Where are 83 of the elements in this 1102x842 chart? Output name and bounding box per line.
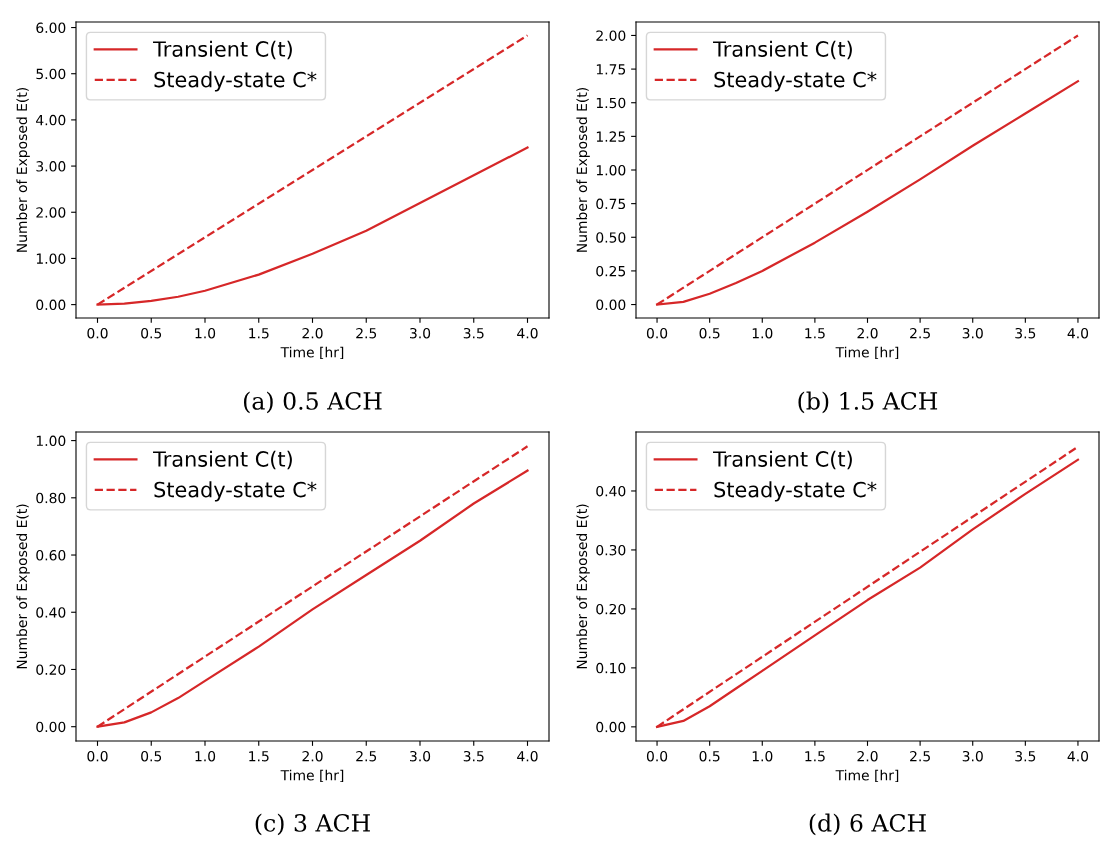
y-axis-title: Number of Exposed E(t): [16, 88, 30, 252]
x-tick-label: 1.5: [805, 751, 825, 762]
x-tick-label: 3.0: [962, 750, 983, 762]
y-tick-label: 2.00: [36, 207, 66, 218]
text: (d) 6 ACH: [809, 813, 926, 836]
legend-label: Transient C(t): [153, 40, 292, 60]
y-tick-label: 0.60: [36, 550, 66, 561]
x-tick-label: 2.5: [910, 327, 930, 339]
y-tick-label: 1.00: [36, 435, 66, 447]
x-tick-label: 4.0: [517, 327, 538, 339]
y-tick-label: 0.20: [36, 664, 66, 675]
legend-label: Steady-state C*: [154, 481, 317, 502]
legend-label: Steady-state C*: [714, 71, 877, 92]
x-tick-label: 0.5: [699, 327, 720, 339]
y-tick-label: 0.00: [596, 721, 626, 733]
x-tick-label: 1.5: [249, 751, 269, 762]
legend-label: Transient C(t): [713, 40, 852, 60]
text: (a) 0.5 ACH: [243, 391, 382, 414]
text: (c) 3 ACH: [255, 813, 370, 836]
legend-label: Steady-state C*: [154, 71, 317, 92]
y-tick-label: 1.25: [596, 131, 626, 142]
y-tick-label: 0.00: [596, 299, 626, 311]
y-axis-title: Number of Exposed E(t): [576, 88, 590, 252]
y-tick-label: 1.00: [596, 164, 626, 176]
x-tick-label: 1.0: [195, 750, 216, 762]
x-tick-label: 2.5: [356, 327, 377, 339]
y-axis-title: Number of Exposed E(t): [576, 504, 590, 669]
x-tick-label: 4.0: [1067, 327, 1089, 339]
x-tick-label: 1.5: [249, 328, 269, 339]
x-tick-label: 1.0: [195, 327, 216, 339]
x-tick-label: 0.0: [646, 327, 668, 339]
y-tick-label: 4.00: [36, 114, 66, 126]
x-axis-title: Time [hr]: [835, 769, 899, 783]
x-tick-label: 2.0: [302, 750, 323, 762]
y-axis-title: Number of Exposed E(t): [16, 504, 30, 669]
y-tick-label: 1.50: [596, 97, 626, 109]
y-tick-label: 0.00: [36, 299, 66, 311]
x-tick-label: 3.5: [463, 327, 484, 339]
x-tick-label: 1.0: [752, 750, 773, 762]
x-tick-label: 3.5: [1015, 327, 1036, 339]
x-tick-label: 1.0: [752, 327, 773, 339]
x-axis-title: Time [hr]: [280, 346, 344, 360]
x-tick-label: 3.5: [1015, 750, 1036, 762]
x-tick-label: 0.0: [646, 750, 668, 762]
text: (b) 1.5 ACH: [798, 391, 938, 414]
y-tick-label: 0.80: [36, 492, 66, 504]
x-tick-label: 2.0: [302, 327, 323, 339]
x-tick-label: 0.0: [87, 750, 108, 762]
y-tick-label: 0.20: [596, 603, 626, 615]
x-tick-label: 0.5: [141, 750, 162, 762]
y-tick-label: 5.00: [36, 68, 66, 80]
x-tick-label: 2.5: [910, 750, 930, 762]
legend-label: Transient C(t): [713, 450, 852, 470]
x-tick-label: 3.0: [410, 327, 431, 339]
y-tick-label: 0.40: [596, 485, 626, 497]
y-tick-label: 2.00: [596, 30, 626, 41]
legend-label: Steady-state C*: [714, 481, 877, 502]
x-tick-label: 3.5: [463, 750, 484, 762]
y-tick-label: 0.75: [596, 198, 626, 210]
x-tick-label: 3.0: [962, 327, 983, 339]
legend-label: Transient C(t): [153, 450, 292, 470]
x-tick-label: 4.0: [1067, 750, 1089, 762]
y-tick-label: 0.30: [596, 544, 626, 556]
y-tick-label: 1.75: [596, 64, 626, 75]
x-tick-label: 0.0: [87, 327, 108, 339]
x-tick-label: 3.0: [410, 750, 431, 762]
x-tick-label: 0.5: [141, 327, 162, 339]
y-tick-label: 1.00: [36, 253, 66, 264]
x-tick-label: 4.0: [517, 750, 538, 762]
x-tick-label: 0.5: [699, 750, 720, 762]
y-tick-label: 0.25: [596, 265, 626, 277]
x-tick-label: 1.5: [805, 328, 825, 339]
y-tick-label: 3.00: [36, 161, 66, 172]
x-tick-label: 2.5: [356, 750, 377, 762]
x-axis-title: Time [hr]: [280, 769, 344, 783]
y-tick-label: 6.00: [36, 22, 66, 34]
y-tick-label: 0.00: [36, 721, 66, 733]
y-tick-label: 0.50: [596, 232, 626, 243]
y-tick-label: 0.40: [36, 607, 66, 618]
x-axis-title: Time [hr]: [835, 346, 899, 360]
x-tick-label: 2.0: [857, 750, 878, 762]
y-tick-label: 0.10: [596, 662, 626, 674]
x-tick-label: 2.0: [857, 327, 878, 339]
